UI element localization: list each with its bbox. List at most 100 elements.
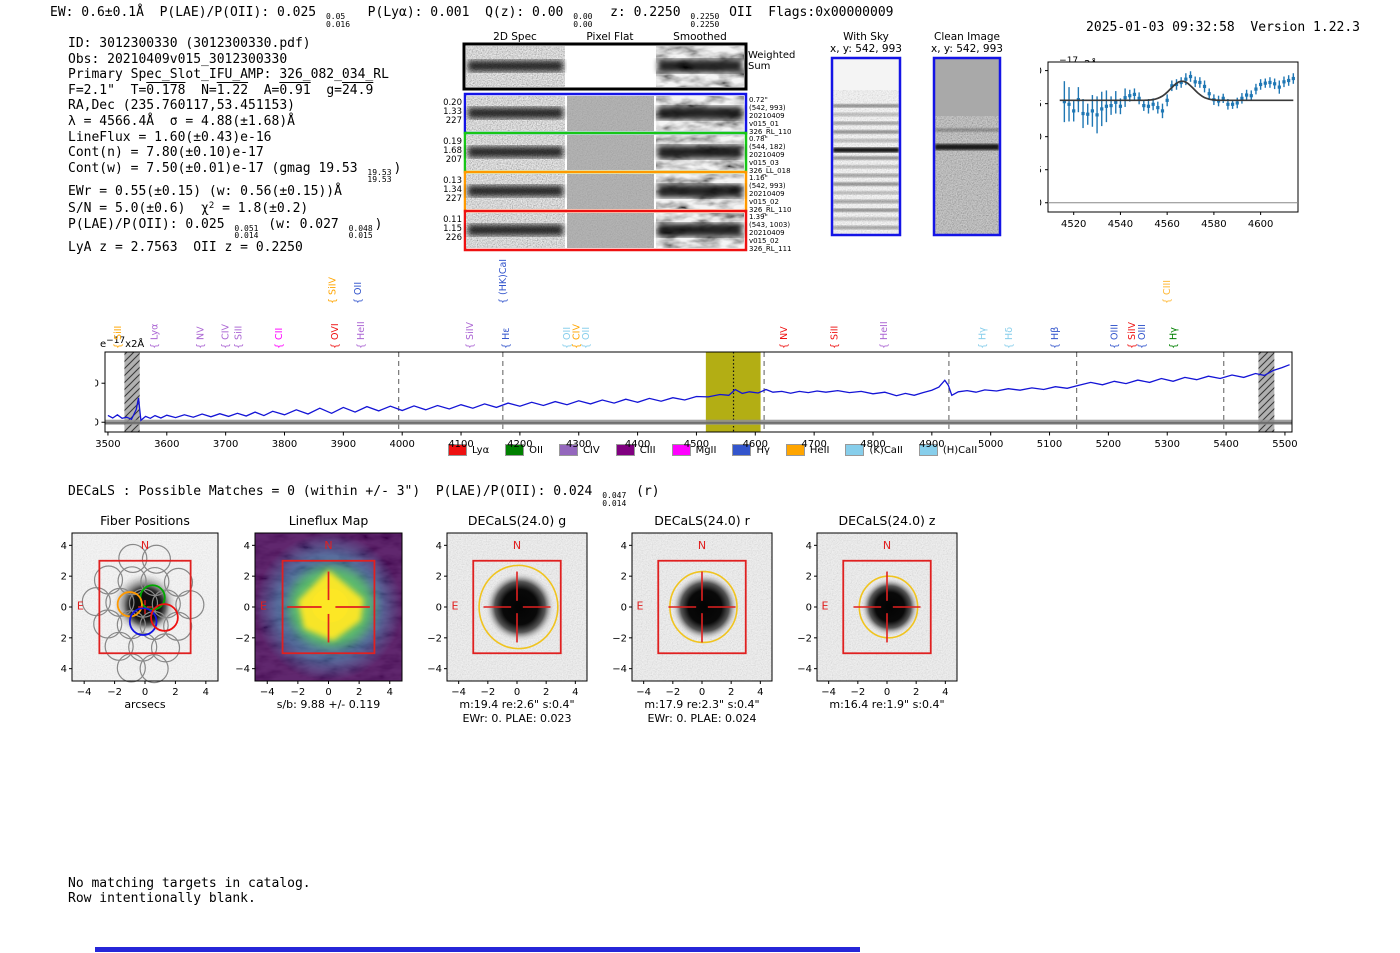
y-tick-label: 2 xyxy=(244,572,250,583)
with-sky-frame xyxy=(830,56,902,237)
spec2d-col-header: Smoothed xyxy=(673,31,727,43)
y-tick-label: −2 xyxy=(612,633,627,644)
footer-note-2: Row intentionally blank. xyxy=(68,891,256,906)
panel-title-r: DECaLS(24.0) r xyxy=(654,513,750,528)
spec2d-col-header: 2D Spec xyxy=(493,31,537,43)
spacer xyxy=(1235,20,1251,35)
fiber-row-meta: v015_01 xyxy=(749,120,779,128)
fiber-row-meta: v015_03 xyxy=(749,159,779,167)
selected-fiber-circle xyxy=(128,607,158,636)
x-tick-label: 4 xyxy=(203,687,209,698)
x-tick-label: −4 xyxy=(636,687,651,698)
y-tick-label: 20 xyxy=(1040,66,1042,77)
info-line: Obs: 20210409v015_3012300330 xyxy=(68,51,288,67)
fiber-row-weights: 227 xyxy=(446,116,462,126)
spectrum-unit-label: e−17x2Å xyxy=(100,336,145,350)
x-tick-label: 4600 xyxy=(1248,219,1273,230)
y-tick-label: −2 xyxy=(60,633,67,644)
legend-swatch xyxy=(671,444,691,456)
x-tick-label: 4 xyxy=(572,687,578,698)
panel-caption-1: m:16.4 re:1.9" s:0.4" xyxy=(829,698,944,711)
sky-panel-title: With Sky xyxy=(843,31,889,43)
fiber-circle xyxy=(141,544,171,574)
y-tick-label: 15 xyxy=(1040,99,1042,110)
y-tick-label: 0 xyxy=(244,603,250,614)
emission-line-label: { (HK)CaII xyxy=(498,258,509,304)
emission-line-label: { OII xyxy=(353,282,364,304)
fiber-row-meta: (543, 1003) xyxy=(749,221,790,229)
y-tick-label: 4 xyxy=(61,541,67,552)
emission-line-label: { SiIV xyxy=(1127,321,1138,349)
sky-panel-coords: x, y: 542, 993 xyxy=(830,43,902,55)
spec2d-col-header: Pixel Flat xyxy=(586,31,633,43)
x-tick-label: 5300 xyxy=(1155,439,1180,450)
source-blob xyxy=(860,577,920,637)
x-tick-label: 3900 xyxy=(331,439,356,450)
selected-fiber-circle xyxy=(116,591,143,618)
extraction-box xyxy=(472,559,562,655)
info-line: LineFlux = 1.60(±0.43)e-16 xyxy=(68,129,272,145)
fiber-row-weights: 0.13 xyxy=(443,176,462,186)
x-tick-label: 4500 xyxy=(684,439,709,450)
y-tick-label: 2 xyxy=(436,572,442,583)
fiber-row-meta: v015_02 xyxy=(749,237,779,245)
x-tick-label: 5500 xyxy=(1272,439,1297,450)
panel-title-z: DECaLS(24.0) z xyxy=(839,513,936,528)
emission-line-label: { OII xyxy=(581,327,592,349)
report-datetime: 2025-01-03 09:32:58 xyxy=(1086,20,1235,35)
y-tick-label: 4 xyxy=(621,541,627,552)
legend-swatch xyxy=(615,444,635,456)
x-tick-label: 4 xyxy=(942,687,948,698)
x-tick-label: 4800 xyxy=(860,439,885,450)
x-tick-label: 2 xyxy=(543,687,549,698)
y-tick-label: 2 xyxy=(61,572,67,583)
next-row-clipped-strip xyxy=(95,947,860,952)
line-fit-plot: 0 5 10 15 20 4520 4540 4560 4580 4600 xyxy=(1040,61,1299,230)
panel-title-fiber: Fiber Positions xyxy=(100,513,190,528)
fiber-row-weights: 1.68 xyxy=(443,146,462,156)
x-tick-label: 2 xyxy=(172,687,178,698)
y-tick-label: 0 xyxy=(436,603,442,614)
fiber-row-meta: 20210409 xyxy=(749,190,785,198)
y-tick-label: 0 xyxy=(95,418,99,429)
fiber-row-meta: v015_02 xyxy=(749,198,779,206)
uncertainty-fraction: 19.53 19.53 xyxy=(367,167,392,185)
y-tick-label: 0 xyxy=(61,603,67,614)
masked-region-band xyxy=(124,352,140,432)
info-line: RA,Dec (235.760117,53.451153) xyxy=(68,98,295,114)
emission-line-label: { CIV xyxy=(571,324,582,349)
compass-east: E xyxy=(260,599,267,612)
x-tick-label: 4 xyxy=(757,687,763,698)
fiber-row-weights: 0.19 xyxy=(443,137,462,147)
emission-line-label: { HeII xyxy=(356,321,367,349)
x-tick-label: 4900 xyxy=(919,439,944,450)
emission-line-label: { Hδ xyxy=(1004,327,1015,349)
emission-line-label: { SiII xyxy=(830,326,841,349)
x-tick-label: 3600 xyxy=(154,439,179,450)
emission-line-label: { CIV xyxy=(221,324,232,349)
extraction-box xyxy=(281,559,376,655)
legend-swatch xyxy=(732,444,752,456)
legend-label: Hγ xyxy=(756,444,770,456)
x-tick-label: 5100 xyxy=(1037,439,1062,450)
legend-label: (H)CaII xyxy=(942,444,978,456)
x-tick-label: 2 xyxy=(913,687,919,698)
legend-item: MgII xyxy=(671,444,716,456)
sky-panel-coords: x, y: 542, 993 xyxy=(931,43,1003,55)
legend-item: CIII xyxy=(615,444,656,456)
cutout-row: Fiber Positions N E −4 −4 −2 −2 0 0 2 2 4 4 arcsecs Li… xyxy=(60,513,958,725)
uncertainty-fraction: 0.048 0.015 xyxy=(348,223,373,241)
emission-line-label: { OII xyxy=(562,327,573,349)
emission-line-label: { Hγ xyxy=(977,327,988,349)
x-tick-label: 2 xyxy=(356,687,362,698)
y-tick-label: 0 xyxy=(621,603,627,614)
x-tick-label: 4700 xyxy=(801,439,826,450)
aperture-circle xyxy=(478,564,559,650)
info-line: λ = 4566.4Å σ = 4.88(±1.68)Å xyxy=(68,113,295,129)
fiber-circle xyxy=(139,654,169,684)
uncertainty-fraction: 0.00 0.00 xyxy=(573,12,593,29)
info-line: Cont(n) = 7.80(±0.10)e-17 xyxy=(68,145,264,161)
x-tick-label: 4000 xyxy=(389,439,414,450)
fiber-row-meta: (542, 993) xyxy=(749,182,786,190)
